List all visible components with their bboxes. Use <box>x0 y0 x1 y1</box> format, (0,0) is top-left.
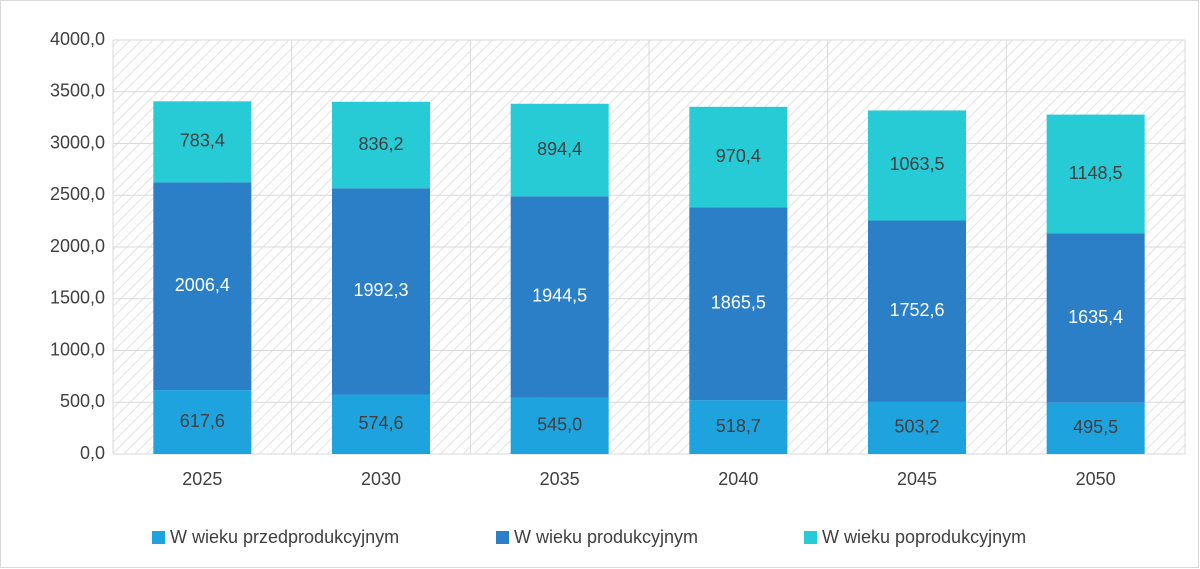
bar-segment <box>868 401 966 454</box>
y-tick-label: 500,0 <box>60 391 105 411</box>
bar-segment <box>153 182 252 391</box>
bar-segment <box>689 400 788 454</box>
data-label: 1992,3 <box>353 280 408 300</box>
data-label: 1148,5 <box>1069 163 1123 183</box>
y-tick-label: 2500,0 <box>50 184 105 204</box>
bar-segment <box>510 397 609 454</box>
legend-label: W wieku poprodukcyjnym <box>822 527 1026 547</box>
data-label: 1865,5 <box>711 293 766 313</box>
bar-segment <box>510 103 609 197</box>
legend-swatch <box>804 531 817 544</box>
data-label: 503,2 <box>894 417 939 437</box>
y-tick-label: 4000,0 <box>50 29 105 49</box>
legend-label: W wieku przedprodukcyjnym <box>170 527 399 547</box>
data-label: 617,6 <box>180 411 225 431</box>
bar-segment <box>689 207 788 401</box>
bar-segment <box>332 101 430 189</box>
bar-segment <box>510 196 609 398</box>
y-tick-label: 0,0 <box>80 443 105 463</box>
x-tick-label: 2030 <box>361 469 401 489</box>
bar-segment <box>1046 402 1145 454</box>
data-label: 970,4 <box>716 146 761 166</box>
bar-segment <box>868 110 966 221</box>
data-label: 1635,4 <box>1068 307 1123 327</box>
data-label: 783,4 <box>180 131 225 151</box>
x-tick-label: 2025 <box>182 469 222 489</box>
bar-segment <box>689 106 788 208</box>
bar-segment <box>153 101 252 183</box>
data-label: 2006,4 <box>175 275 230 295</box>
data-label: 1063,5 <box>889 154 944 174</box>
bar-segment <box>332 394 430 454</box>
data-label: 836,2 <box>358 134 403 154</box>
data-label: 495,5 <box>1073 417 1118 437</box>
data-label: 894,4 <box>537 139 582 159</box>
y-tick-label: 1000,0 <box>50 339 105 359</box>
y-tick-label: 1500,0 <box>50 288 105 308</box>
data-label: 1944,5 <box>532 286 587 306</box>
x-tick-label: 2040 <box>718 469 758 489</box>
y-tick-label: 3500,0 <box>50 81 105 101</box>
y-tick-label: 2000,0 <box>50 236 105 256</box>
data-label: 574,6 <box>358 413 403 433</box>
data-label: 1752,6 <box>889 300 944 320</box>
x-tick-label: 2045 <box>897 469 937 489</box>
x-tick-label: 2035 <box>540 469 580 489</box>
bar-segment <box>868 220 966 402</box>
bar-segment <box>1046 114 1145 234</box>
data-label: 545,0 <box>537 415 582 435</box>
bar-segment <box>1046 233 1145 403</box>
bar-segment <box>153 390 252 454</box>
y-tick-label: 3000,0 <box>50 132 105 152</box>
legend-swatch <box>152 531 165 544</box>
data-label: 518,7 <box>716 416 761 436</box>
bar-segment <box>332 188 430 395</box>
legend-swatch <box>496 531 509 544</box>
x-tick-label: 2050 <box>1076 469 1116 489</box>
legend-label: W wieku produkcyjnym <box>514 527 698 547</box>
